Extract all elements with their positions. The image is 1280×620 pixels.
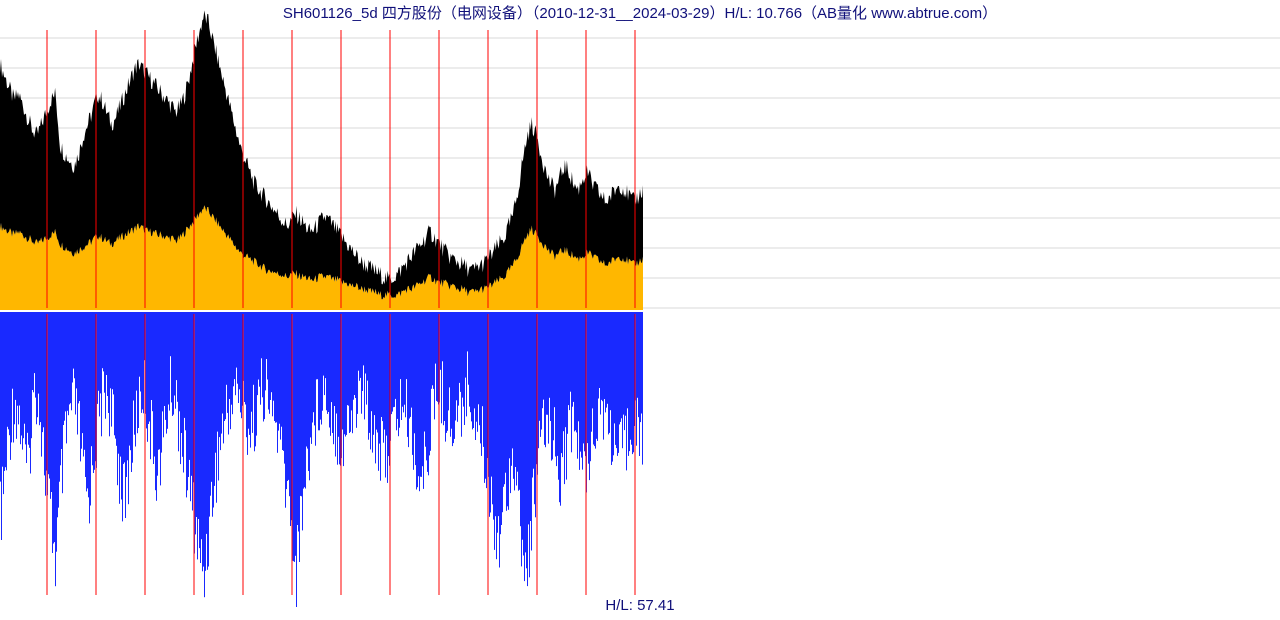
stock-chart-container: SH601126_5d 四方股份（电网设备）（2010-12-31__2024-… — [0, 0, 1280, 620]
chart-footer: H/L: 57.41 — [0, 597, 1280, 614]
chart-svg — [0, 0, 1280, 620]
